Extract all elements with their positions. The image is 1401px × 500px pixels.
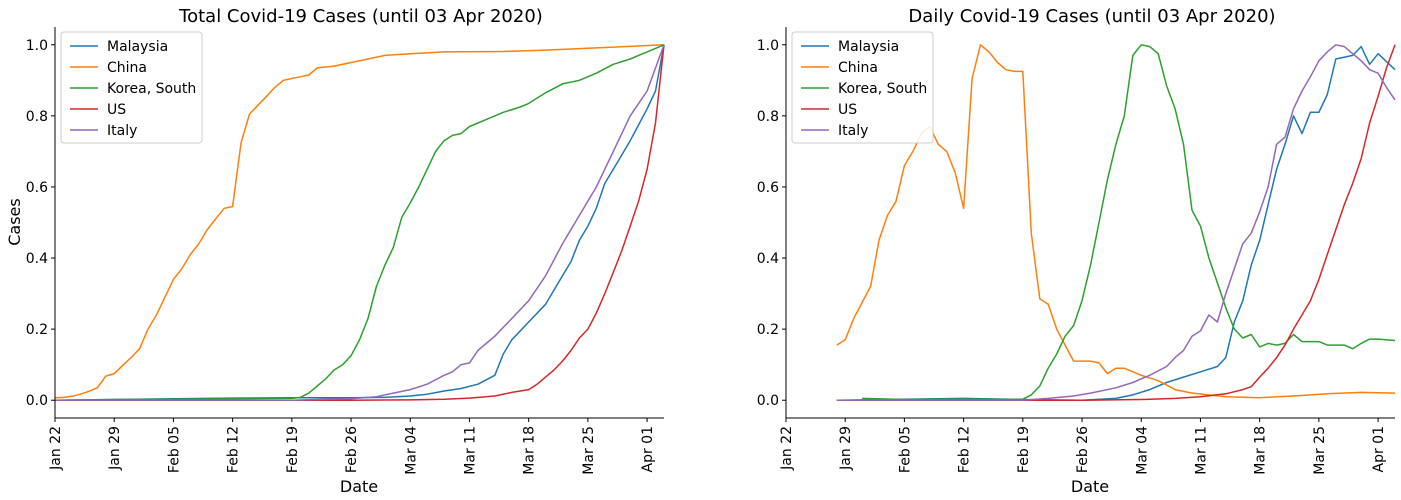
x-tick-label: Jan 22 xyxy=(779,426,795,471)
x-tick-label: Mar 18 xyxy=(522,426,538,475)
legend-label: China xyxy=(838,60,878,76)
legend-label: China xyxy=(107,60,147,76)
total-cases-chart: Total Covid-19 Cases (until 03 Apr 2020)… xyxy=(5,6,665,496)
series-line xyxy=(54,44,665,399)
x-tick-label: Jan 29 xyxy=(838,426,854,471)
x-tick-label: Feb 12 xyxy=(957,426,973,473)
x-tick-label: Mar 11 xyxy=(463,426,479,475)
legend-label: Italy xyxy=(838,123,868,139)
plot-area: 0.0 0.2 0.4 0.6 0.8 1.0 Jan 22 Jan 29 Feb 05 Feb … xyxy=(26,27,665,475)
y-tick-label: 0.4 xyxy=(26,251,48,267)
x-tick-label: Mar 11 xyxy=(1194,426,1210,475)
y-tick-label: 0.6 xyxy=(26,180,48,196)
chart-title: Total Covid-19 Cases (until 03 Apr 2020) xyxy=(178,6,543,27)
series-line xyxy=(55,44,665,401)
legend-label: Italy xyxy=(107,123,137,139)
x-tick-label: Apr 01 xyxy=(1371,426,1387,472)
x-tick-label: Mar 18 xyxy=(1253,426,1269,475)
plot-area: 0.0 0.2 0.4 0.6 0.8 1.0 Jan 22 Jan 29 Feb 05 Feb … xyxy=(757,27,1396,475)
series-line xyxy=(836,44,1396,399)
legend-label: Malaysia xyxy=(838,39,899,55)
x-tick-label: Mar 25 xyxy=(1312,426,1328,475)
x-tick-label: Feb 26 xyxy=(344,426,360,473)
x-tick-label: Feb 05 xyxy=(166,426,182,473)
legend-box xyxy=(791,31,934,144)
series-line xyxy=(836,44,1396,401)
x-tick-label: Feb 19 xyxy=(1016,426,1032,473)
chart-title: Daily Covid-19 Cases (until 03 Apr 2020) xyxy=(908,6,1275,27)
legend-label: US xyxy=(107,102,126,118)
y-tick-label: 0.6 xyxy=(757,180,779,196)
series-line xyxy=(55,44,665,401)
series-line xyxy=(836,45,1396,401)
legend-label: Korea, South xyxy=(107,81,196,97)
series-line xyxy=(54,44,665,401)
x-tick-label: Feb 12 xyxy=(226,426,242,473)
x-axis-label: Date xyxy=(1071,477,1109,496)
y-tick-label: 1.0 xyxy=(757,38,779,54)
y-tick-label: 0.8 xyxy=(757,109,779,125)
x-tick-label: Mar 25 xyxy=(581,426,597,475)
x-tick-label: Mar 04 xyxy=(403,426,419,475)
x-tick-label: Mar 04 xyxy=(1134,426,1150,475)
legend-label: Korea, South xyxy=(838,81,927,97)
x-tick-label: Apr 01 xyxy=(640,426,656,472)
x-tick-label: Feb 26 xyxy=(1075,426,1091,473)
series-line xyxy=(862,44,1396,401)
x-tick-label: Feb 05 xyxy=(897,426,913,473)
legend: Malaysia China Korea, South US Italy xyxy=(791,31,934,144)
daily-cases-chart: Daily Covid-19 Cases (until 03 Apr 2020)… xyxy=(757,6,1396,496)
x-tick-label: Feb 19 xyxy=(285,426,301,473)
legend-box xyxy=(60,31,203,144)
legend: Malaysia China Korea, South US Italy xyxy=(60,31,203,144)
x-axis-label: Date xyxy=(340,477,378,496)
series-line xyxy=(836,44,1396,401)
series-line xyxy=(54,44,665,401)
legend-label: Malaysia xyxy=(107,39,168,55)
y-tick-label: 0.0 xyxy=(757,393,779,409)
y-tick-label: 0.4 xyxy=(757,251,779,267)
y-tick-label: 0.2 xyxy=(757,322,779,338)
y-tick-label: 0.2 xyxy=(26,322,48,338)
x-tick-label: Jan 29 xyxy=(107,426,123,471)
x-tick-label: Jan 22 xyxy=(48,426,64,471)
y-tick-label: 1.0 xyxy=(26,38,48,54)
y-tick-label: 0.8 xyxy=(26,109,48,125)
legend-label: US xyxy=(838,102,857,118)
y-axis-label: Cases xyxy=(5,198,24,246)
y-tick-label: 0.0 xyxy=(26,393,48,409)
